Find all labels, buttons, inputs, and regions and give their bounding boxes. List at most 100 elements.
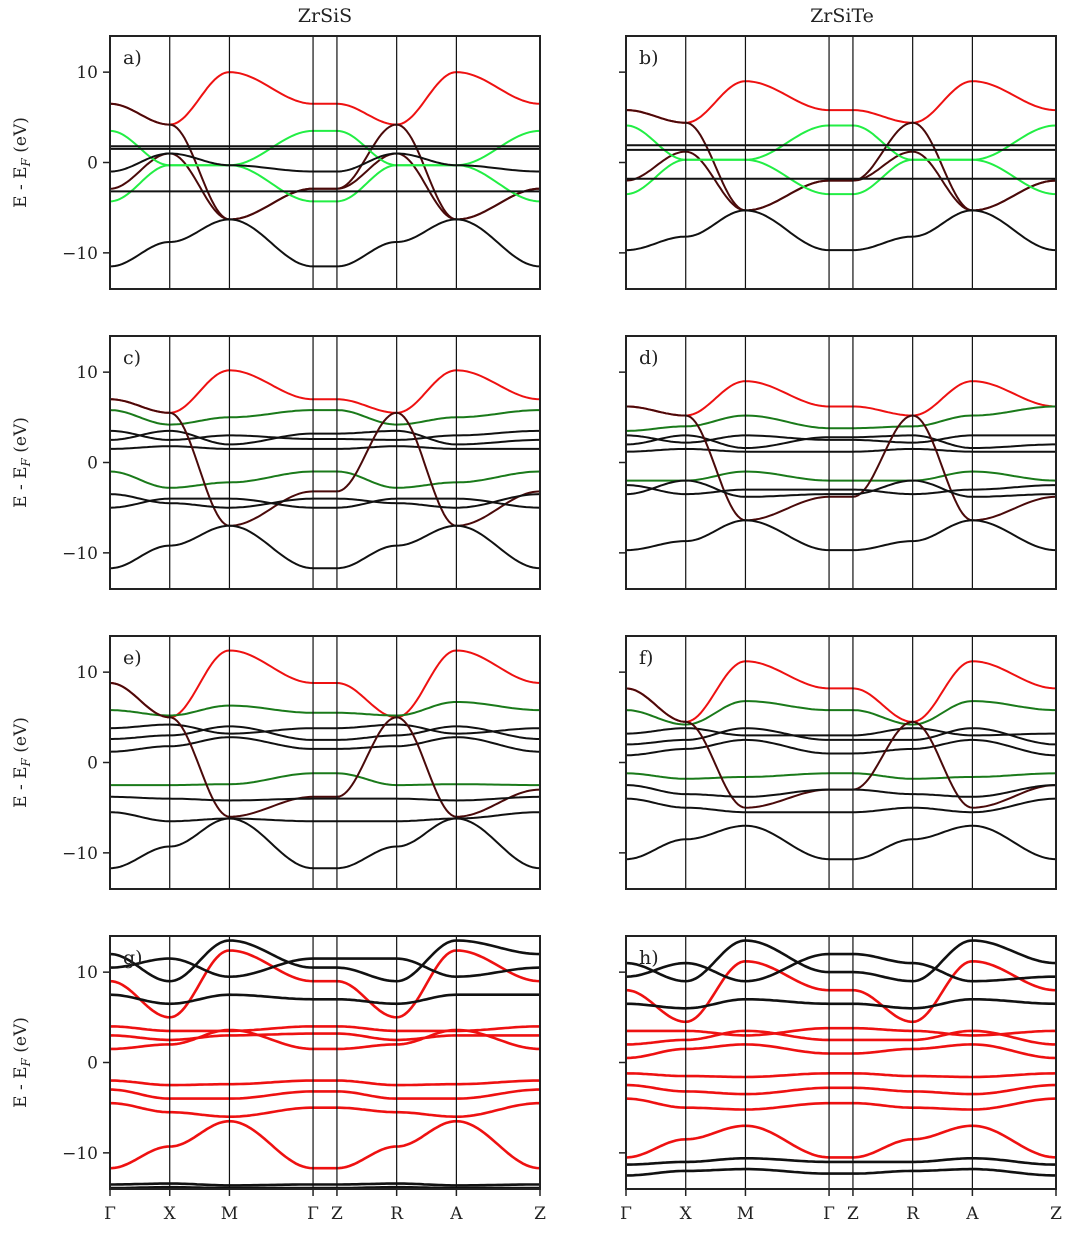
panel-a: −10 0 10 a) E - EF (eV) <box>11 35 541 290</box>
panel-label: b) <box>639 47 659 69</box>
y-axis-label: E - EF (eV) <box>11 417 33 508</box>
xtick-label: Γ <box>823 1204 835 1224</box>
ytick-label: 0 <box>87 154 98 174</box>
band-line-3 <box>626 434 1056 444</box>
column-title-right: ZrSiTe <box>810 5 874 27</box>
panel-c: −10 0 10 c) E - EF (eV) <box>11 335 541 590</box>
band-line-8 <box>626 484 1056 496</box>
band-line-8 <box>626 784 1056 798</box>
band-line-7 <box>626 405 1056 522</box>
band-line-9 <box>626 797 1056 814</box>
axes-frame <box>109 635 541 890</box>
xtick-label: Z <box>331 1204 343 1224</box>
panel-label: g) <box>123 947 143 969</box>
ytick-label: 0 <box>87 754 98 774</box>
ytick-label: −10 <box>62 544 98 564</box>
axes-frame <box>109 935 541 1190</box>
band-line-13 <box>110 1185 540 1189</box>
band-line-3 <box>626 1029 1056 1046</box>
series-group <box>626 660 1056 861</box>
band-line-5 <box>626 1072 1056 1079</box>
band-line-6 <box>110 772 540 787</box>
panel-f: f) <box>619 635 1057 890</box>
band-line-9 <box>626 939 1056 983</box>
band-line-7 <box>110 398 540 527</box>
band-line-1 <box>626 959 1056 1024</box>
xtick-label: M <box>737 1204 754 1224</box>
band-line-5 <box>110 445 540 450</box>
ytick-label: 10 <box>76 663 98 683</box>
panel-label: c) <box>123 347 141 369</box>
band-line-3 <box>626 150 1056 212</box>
band-line-5 <box>626 158 1056 196</box>
band-line-4 <box>110 429 540 446</box>
band-line-7 <box>626 1097 1056 1111</box>
band-line-6 <box>626 470 1056 482</box>
band-line-2 <box>626 700 1056 726</box>
y-axis-label: E - EF (eV) <box>11 117 33 208</box>
column-title-left: ZrSiS <box>298 5 352 27</box>
xtick-label: X <box>680 1204 693 1224</box>
band-line-11 <box>110 993 540 1006</box>
ytick-label: 0 <box>87 1054 98 1074</box>
band-line-8 <box>110 1119 540 1170</box>
band-line-10 <box>626 952 1056 983</box>
y-axis-label: E - EF (eV) <box>11 717 33 808</box>
ytick-label: 10 <box>76 963 98 983</box>
panel-label: a) <box>123 47 142 69</box>
band-line-5 <box>110 1079 540 1087</box>
band-line-11 <box>626 997 1056 1010</box>
band-line-5 <box>110 736 540 753</box>
band-line-6 <box>626 772 1056 780</box>
xtick-label: Z <box>534 1204 546 1224</box>
series-group <box>626 939 1056 1177</box>
band-line-1 <box>110 949 540 1019</box>
band-line-1 <box>110 649 540 719</box>
xtick-label: Γ <box>307 1204 319 1224</box>
panel-h: Γ X M Γ Z R A Zh) <box>619 935 1062 1224</box>
ytick-label: −10 <box>62 844 98 864</box>
axes-frame <box>625 635 1057 890</box>
band-line-10 <box>110 524 540 570</box>
series-group <box>110 939 540 1189</box>
band-line-2 <box>110 1025 540 1033</box>
band-line-10 <box>626 824 1056 861</box>
xtick-label: Γ <box>104 1204 116 1224</box>
xtick-label: R <box>906 1204 920 1224</box>
series-group <box>626 380 1056 552</box>
panel-label: f) <box>639 647 653 669</box>
panel-e: −10 0 10 e) E - EF (eV) <box>11 635 541 890</box>
band-line-4 <box>626 1043 1056 1060</box>
series-group <box>110 71 540 268</box>
xtick-label: R <box>390 1204 404 1224</box>
band-line-8 <box>110 795 540 802</box>
band-line-4 <box>110 1028 540 1051</box>
band-line-9 <box>110 811 540 823</box>
band-line-1 <box>626 660 1056 723</box>
band-line-8 <box>626 1124 1056 1159</box>
band-line-4 <box>626 124 1056 161</box>
band-line-9 <box>110 218 540 268</box>
band-line-9 <box>626 209 1056 252</box>
band-line-5 <box>626 738 1056 757</box>
band-line-10 <box>110 817 540 870</box>
band-line-6 <box>110 1088 540 1100</box>
band-line-8 <box>110 493 540 509</box>
band-line-2 <box>110 701 540 717</box>
band-line-12 <box>626 1157 1056 1166</box>
panel-label: e) <box>123 647 142 669</box>
ytick-label: 10 <box>76 363 98 383</box>
panels-grid: −10 0 10 a) E - EF (eV) b) −10 0 10 c) E - EF (eV)… <box>11 35 1062 1224</box>
band-line-3 <box>110 723 540 735</box>
band-line-1 <box>110 369 540 414</box>
band-line-3 <box>110 1032 540 1042</box>
band-line-1 <box>626 80 1056 124</box>
band-line-6 <box>110 470 540 489</box>
xtick-label: Γ <box>620 1204 632 1224</box>
band-line-6 <box>626 1083 1056 1096</box>
series-group <box>626 80 1056 252</box>
band-line-9 <box>110 497 540 509</box>
band-line-12 <box>110 1182 540 1187</box>
